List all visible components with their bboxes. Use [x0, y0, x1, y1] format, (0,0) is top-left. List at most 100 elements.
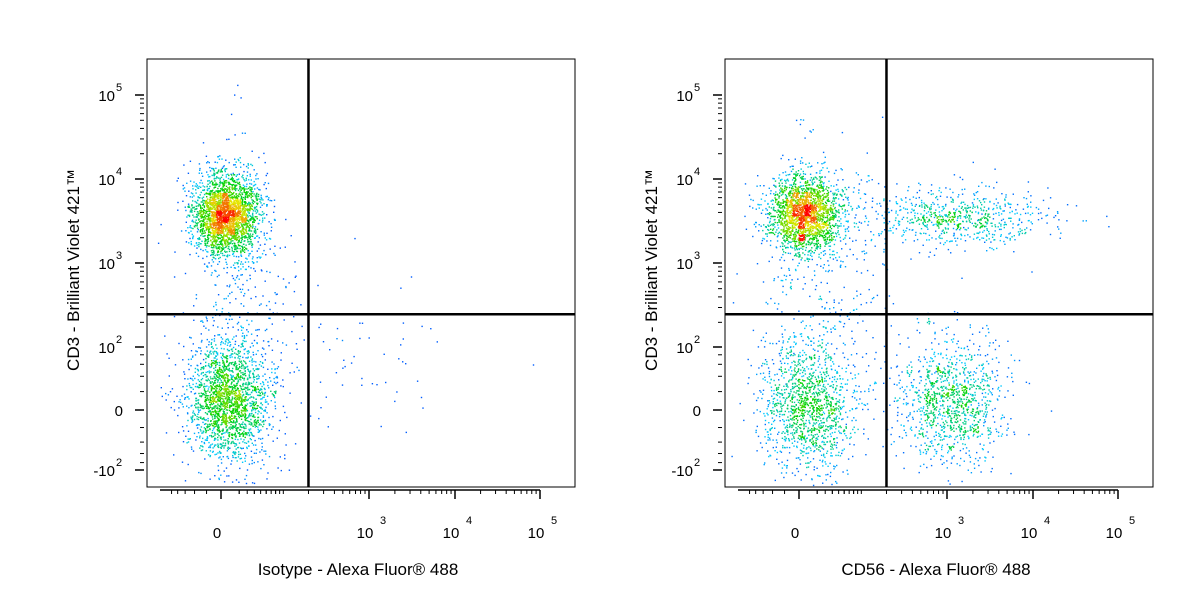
- event-dot: [239, 316, 241, 318]
- event-dot: [236, 238, 238, 241]
- event-dot: [243, 211, 246, 213]
- event-dot: [225, 180, 228, 182]
- event-dot: [203, 206, 206, 208]
- event-dot: [227, 374, 229, 377]
- event-dot: [252, 225, 254, 228]
- event-dot: [238, 429, 241, 431]
- event-dot: [192, 355, 194, 357]
- event-dot: [214, 284, 216, 286]
- event-dot: [228, 219, 230, 221]
- event-dot: [206, 379, 208, 382]
- event-dot: [207, 407, 209, 410]
- event-dot: [212, 202, 214, 204]
- event-dot: [265, 406, 267, 409]
- event-dot: [239, 213, 241, 216]
- event-dot: [247, 167, 249, 169]
- event-dot: [231, 248, 233, 250]
- event-dot: [178, 342, 180, 345]
- event-dot: [247, 399, 249, 402]
- event-dot: [199, 224, 202, 226]
- event-dot: [217, 381, 219, 383]
- event-dot: [215, 387, 217, 389]
- event-dot: [219, 443, 221, 446]
- event-dot: [228, 242, 230, 244]
- event-dot: [245, 244, 247, 246]
- event-dot: [235, 208, 237, 210]
- event-dot: [227, 438, 229, 440]
- event-dot: [202, 358, 205, 361]
- event-dot: [212, 382, 215, 384]
- event-dot: [235, 444, 238, 446]
- event-dot: [245, 387, 247, 389]
- event-dot: [232, 218, 234, 221]
- event-dot: [190, 208, 192, 210]
- event-dot: [222, 417, 224, 419]
- event-dot: [186, 412, 189, 414]
- event-dot: [244, 404, 247, 406]
- event-dot: [267, 403, 269, 405]
- event-dot: [207, 236, 209, 239]
- event-dot: [259, 198, 261, 200]
- event-dot: [209, 190, 211, 193]
- event-dot: [211, 345, 213, 348]
- event-dot: [234, 453, 236, 456]
- event-dot: [218, 388, 221, 390]
- event-dot: [191, 210, 193, 212]
- event-dot: [250, 391, 253, 394]
- event-dot: [244, 418, 246, 420]
- event-dot: [234, 185, 236, 188]
- event-dot: [227, 229, 229, 231]
- event-dot: [231, 250, 233, 252]
- event-dot: [260, 467, 262, 470]
- event-dot: [227, 399, 229, 401]
- event-dot: [196, 224, 198, 226]
- event-dot: [203, 367, 205, 369]
- event-dot: [251, 150, 253, 152]
- event-dot: [240, 375, 242, 377]
- event-dot: [245, 362, 247, 364]
- event-dot: [230, 232, 232, 234]
- event-dot: [245, 202, 247, 204]
- event-dot: [238, 370, 241, 372]
- event-dot: [238, 256, 240, 258]
- event-dot: [240, 303, 242, 305]
- event-dot: [215, 407, 218, 409]
- event-dot: [197, 407, 199, 409]
- event-dot: [221, 206, 224, 208]
- event-dot: [226, 223, 229, 225]
- event-dot: [225, 431, 227, 433]
- event-dot: [218, 392, 220, 394]
- event-dot: [227, 221, 229, 223]
- event-dot: [216, 347, 218, 350]
- event-dot: [275, 390, 277, 392]
- event-dot: [216, 363, 218, 365]
- event-dot: [284, 246, 286, 248]
- event-dot: [197, 423, 199, 426]
- event-dot: [223, 193, 225, 196]
- event-dot: [243, 433, 245, 435]
- event-dot: [253, 219, 255, 222]
- event-dot: [197, 402, 200, 405]
- event-dot: [189, 196, 191, 198]
- event-dot: [244, 201, 247, 203]
- event-dot: [247, 237, 249, 239]
- event-dot: [212, 198, 214, 200]
- event-dot: [264, 359, 266, 361]
- event-dot: [260, 402, 262, 405]
- event-dot: [217, 403, 219, 405]
- event-dot: [385, 381, 387, 384]
- event-dot: [230, 363, 233, 365]
- event-dot: [193, 216, 195, 218]
- event-dot: [253, 180, 255, 183]
- event-dot: [264, 243, 266, 245]
- event-dot: [228, 238, 230, 240]
- event-dot: [342, 367, 344, 369]
- event-dot: [243, 206, 245, 209]
- event-dot: [235, 376, 238, 378]
- event-dot: [194, 221, 196, 223]
- event-dot: [242, 356, 244, 359]
- event-dot: [201, 220, 204, 222]
- event-dot: [226, 266, 229, 269]
- event-dot: [214, 206, 216, 208]
- event-dot: [212, 215, 215, 218]
